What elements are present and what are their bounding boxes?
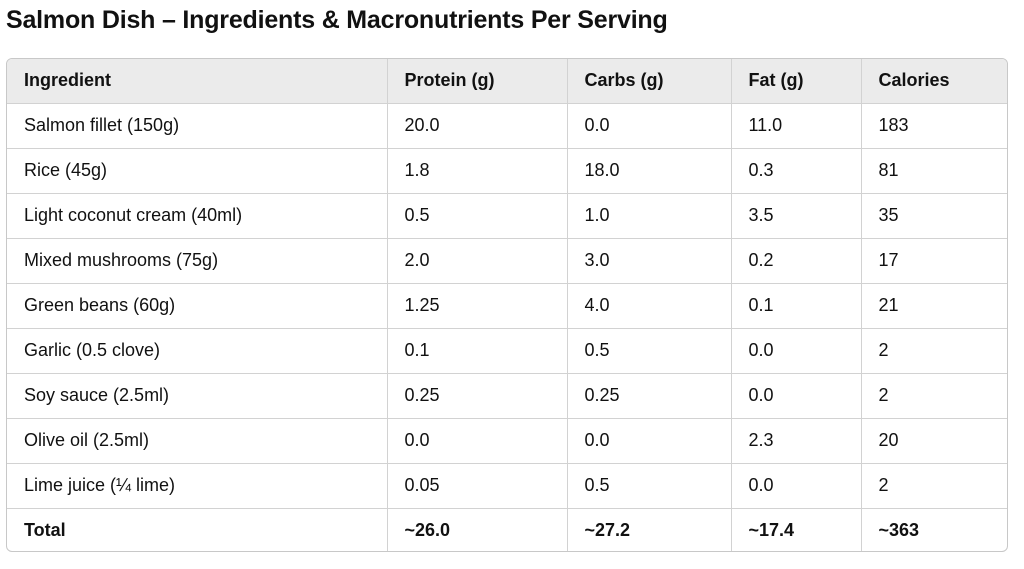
header-fat: Fat (g) <box>731 59 862 104</box>
header-protein: Protein (g) <box>387 59 568 104</box>
cell-calories: 183 <box>861 103 1007 149</box>
cell-fat: 0.3 <box>731 148 862 194</box>
cell-carbs: 0.25 <box>567 373 732 419</box>
table-header-row: Ingredient Protein (g) Carbs (g) Fat (g)… <box>7 59 1007 104</box>
table-row: Rice (45g) 1.8 18.0 0.3 81 <box>7 148 1007 194</box>
cell-fat: 2.3 <box>731 418 862 464</box>
table-row: Light coconut cream (40ml) 0.5 1.0 3.5 3… <box>7 193 1007 239</box>
cell-carbs: 0.5 <box>567 463 732 509</box>
cell-fat: 11.0 <box>731 103 862 149</box>
cell-calories: 2 <box>861 328 1007 374</box>
cell-ingredient: Lime juice (¼ lime) <box>7 463 388 509</box>
cell-calories: 21 <box>861 283 1007 329</box>
table-row: Soy sauce (2.5ml) 0.25 0.25 0.0 2 <box>7 373 1007 419</box>
total-calories: ~363 <box>878 520 920 541</box>
cell-ingredient: Mixed mushrooms (75g) <box>7 238 388 284</box>
cell-carbs: 0.0 <box>567 418 732 464</box>
cell-calories: 2 <box>861 373 1007 419</box>
cell-calories: 17 <box>861 238 1007 284</box>
cell-protein: 2.0 <box>387 238 568 284</box>
total-label: Total <box>7 508 388 551</box>
total-protein: ~26.0 <box>387 508 568 551</box>
cell-ingredient: Salmon fillet (150g) <box>7 103 388 149</box>
cell-protein: 0.5 <box>387 193 568 239</box>
cell-fat: 0.0 <box>731 373 862 419</box>
table-row: Mixed mushrooms (75g) 2.0 3.0 0.2 17 <box>7 238 1007 284</box>
cell-fat: 0.0 <box>731 463 862 509</box>
cell-fat: 3.5 <box>731 193 862 239</box>
cell-protein: 1.25 <box>387 283 568 329</box>
cell-fat: 0.0 <box>731 328 862 374</box>
cell-carbs: 3.0 <box>567 238 732 284</box>
cell-protein: 0.25 <box>387 373 568 419</box>
cell-carbs: 0.5 <box>567 328 732 374</box>
cell-carbs: 4.0 <box>567 283 732 329</box>
cell-calories: 81 <box>861 148 1007 194</box>
total-row: Total ~26.0 ~27.2 ~17.4 ~363 <box>7 508 1007 551</box>
table-row: Lime juice (¼ lime) 0.05 0.5 0.0 2 <box>7 463 1007 509</box>
cell-protein: 0.05 <box>387 463 568 509</box>
cell-protein: 0.1 <box>387 328 568 374</box>
cell-ingredient: Olive oil (2.5ml) <box>7 418 388 464</box>
table-row: Green beans (60g) 1.25 4.0 0.1 21 <box>7 283 1007 329</box>
cell-carbs: 18.0 <box>567 148 732 194</box>
cell-ingredient: Garlic (0.5 clove) <box>7 328 388 374</box>
nutrition-table-container: Ingredient Protein (g) Carbs (g) Fat (g)… <box>6 58 1008 552</box>
total-carbs: ~27.2 <box>567 508 732 551</box>
cell-protein: 0.0 <box>387 418 568 464</box>
table-row: Olive oil (2.5ml) 0.0 0.0 2.3 20 <box>7 418 1007 464</box>
cell-calories: 35 <box>861 193 1007 239</box>
cell-ingredient: Soy sauce (2.5ml) <box>7 373 388 419</box>
cell-calories: 2 <box>861 463 1007 509</box>
cell-ingredient: Rice (45g) <box>7 148 388 194</box>
cell-ingredient: Light coconut cream (40ml) <box>7 193 388 239</box>
cell-fat: 0.1 <box>731 283 862 329</box>
header-carbs: Carbs (g) <box>567 59 732 104</box>
cell-calories: 20 <box>861 418 1007 464</box>
nutrition-table: Ingredient Protein (g) Carbs (g) Fat (g)… <box>7 59 1007 551</box>
cell-protein: 1.8 <box>387 148 568 194</box>
cell-carbs: 0.0 <box>567 103 732 149</box>
table-row: Salmon fillet (150g) 20.0 0.0 11.0 183 <box>7 103 1007 149</box>
cell-protein: 20.0 <box>387 103 568 149</box>
cell-ingredient: Green beans (60g) <box>7 283 388 329</box>
total-fat: ~17.4 <box>731 508 862 551</box>
header-ingredient: Ingredient <box>7 59 388 104</box>
table-row: Garlic (0.5 clove) 0.1 0.5 0.0 2 <box>7 328 1007 374</box>
cell-fat: 0.2 <box>731 238 862 284</box>
header-calories: Calories <box>861 59 1007 104</box>
cell-carbs: 1.0 <box>567 193 732 239</box>
page-title: Salmon Dish – Ingredients & Macronutrien… <box>6 6 668 34</box>
